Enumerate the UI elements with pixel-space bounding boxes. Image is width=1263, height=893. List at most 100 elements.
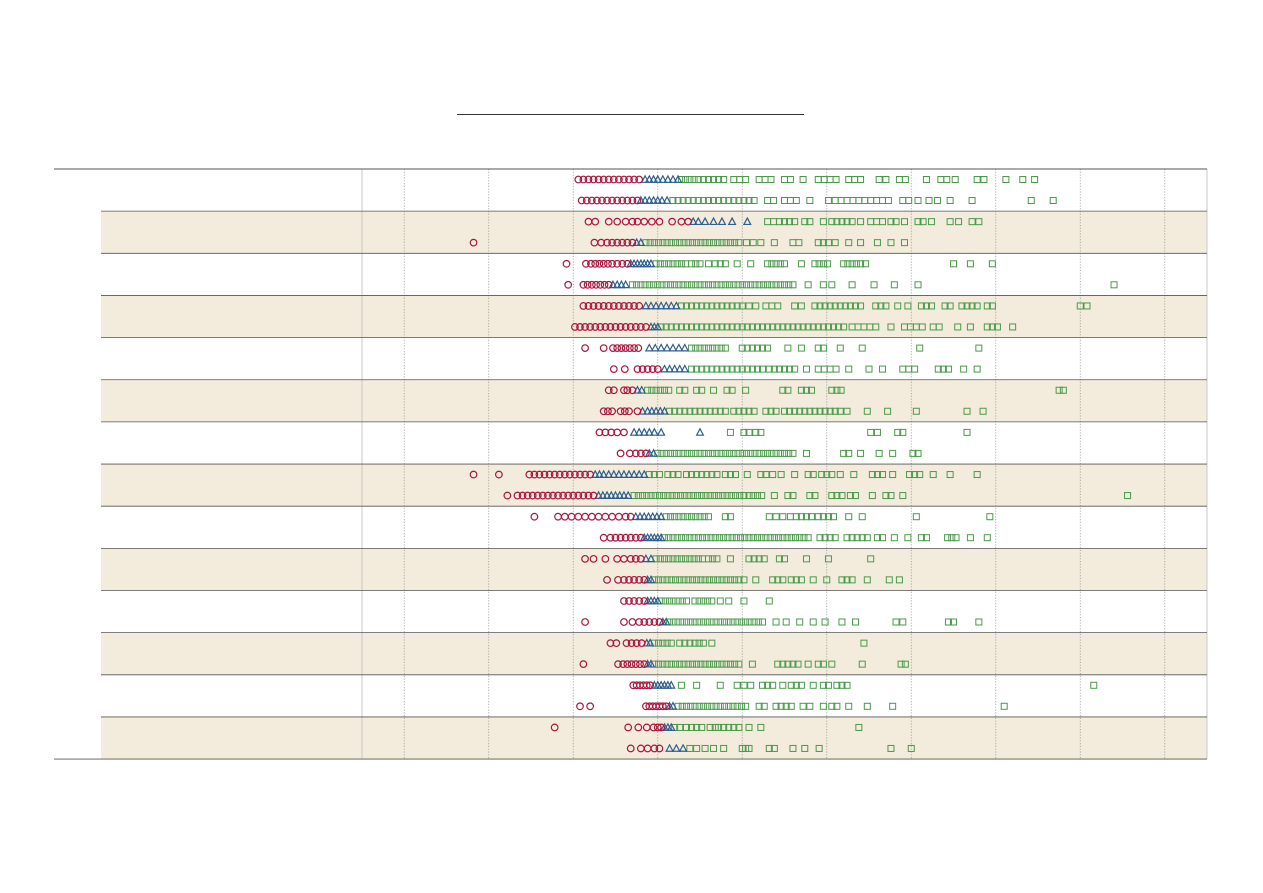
- triangle-point: [651, 301, 661, 310]
- square-point: [786, 407, 794, 415]
- square-point: [799, 323, 807, 331]
- square-point: [713, 471, 721, 479]
- circle-point: [633, 365, 642, 374]
- triangle-point: [656, 532, 666, 542]
- square-point: [708, 639, 716, 647]
- square-point: [742, 176, 750, 183]
- triangle-point: [639, 427, 649, 436]
- square-point: [720, 534, 728, 542]
- triangle-point: [629, 469, 639, 478]
- square-point: [655, 576, 663, 584]
- square-point: [764, 197, 772, 204]
- square-point: [683, 513, 691, 521]
- triangle-point: [639, 511, 649, 521]
- circle-point: [625, 575, 633, 584]
- square-point: [745, 744, 753, 752]
- square-point: [828, 660, 836, 668]
- circle-point: [523, 491, 532, 500]
- square-point: [770, 492, 778, 500]
- circle-point: [655, 744, 664, 753]
- triangle-point: [717, 216, 727, 226]
- square-point: [845, 449, 853, 457]
- triangle-point: [644, 174, 654, 183]
- square-point: [819, 344, 827, 352]
- square-point: [750, 555, 758, 563]
- square-point: [824, 197, 832, 204]
- square-point: [742, 702, 750, 710]
- square-point: [720, 744, 728, 752]
- circle-point: [638, 365, 647, 374]
- square-point: [751, 449, 759, 457]
- square-point: [841, 302, 849, 310]
- circle-point: [560, 470, 569, 479]
- square-point: [685, 492, 693, 500]
- circle-point: [574, 491, 583, 500]
- circle-point: [613, 217, 622, 226]
- circle-point: [668, 217, 677, 226]
- circle-point: [554, 491, 562, 500]
- square-point: [855, 197, 863, 204]
- circle-point: [613, 344, 622, 353]
- circle-point: [616, 323, 625, 331]
- square-point: [755, 555, 763, 563]
- square-point: [809, 618, 817, 626]
- circle-point: [634, 723, 643, 732]
- circle-point: [604, 386, 613, 395]
- square-point: [699, 702, 707, 710]
- square-point: [656, 555, 664, 563]
- square-point: [740, 576, 748, 584]
- square-point: [643, 492, 651, 500]
- circle-point: [586, 470, 595, 479]
- square-point: [794, 323, 802, 331]
- square-point: [742, 618, 750, 626]
- square-point: [944, 365, 952, 373]
- square-point: [699, 639, 707, 647]
- square-point: [749, 239, 757, 247]
- square-point: [695, 702, 703, 710]
- square-point: [863, 534, 871, 542]
- square-point: [686, 407, 694, 415]
- square-point: [858, 344, 866, 352]
- square-point: [708, 618, 716, 626]
- square-point: [770, 744, 778, 752]
- circle-point: [545, 470, 554, 479]
- square-point: [911, 471, 919, 479]
- square-point: [716, 681, 724, 689]
- square-point: [848, 260, 856, 268]
- circle-point: [647, 217, 656, 226]
- square-point: [917, 302, 925, 310]
- square-point: [710, 176, 718, 183]
- square-point: [946, 471, 954, 479]
- square-point: [804, 323, 812, 331]
- circle-point: [601, 428, 610, 437]
- square-point: [887, 218, 895, 226]
- square-point: [887, 744, 895, 752]
- square-point: [697, 239, 705, 247]
- square-point: [784, 323, 792, 331]
- square-point: [740, 681, 748, 689]
- circle-point: [577, 196, 586, 205]
- triangle-point: [666, 722, 676, 731]
- square-point: [691, 702, 699, 710]
- square-point: [738, 449, 746, 457]
- square-point: [735, 660, 743, 668]
- triangle-point: [645, 638, 655, 647]
- square-point: [832, 176, 840, 183]
- square-point: [745, 407, 753, 415]
- circle-point: [620, 386, 628, 395]
- square-point: [663, 639, 671, 647]
- square-point: [955, 218, 963, 226]
- square-point: [679, 513, 687, 521]
- square-point: [742, 281, 750, 289]
- square-point: [797, 681, 805, 689]
- square-point: [979, 407, 987, 415]
- triangle-point: [727, 216, 737, 226]
- square-point: [917, 534, 925, 542]
- triangle-point: [646, 659, 656, 668]
- circle-point: [581, 470, 589, 479]
- square-point: [701, 660, 709, 668]
- square-point: [796, 534, 804, 542]
- circle-point: [587, 280, 596, 289]
- square-point: [887, 239, 895, 247]
- triangle-point: [629, 427, 639, 436]
